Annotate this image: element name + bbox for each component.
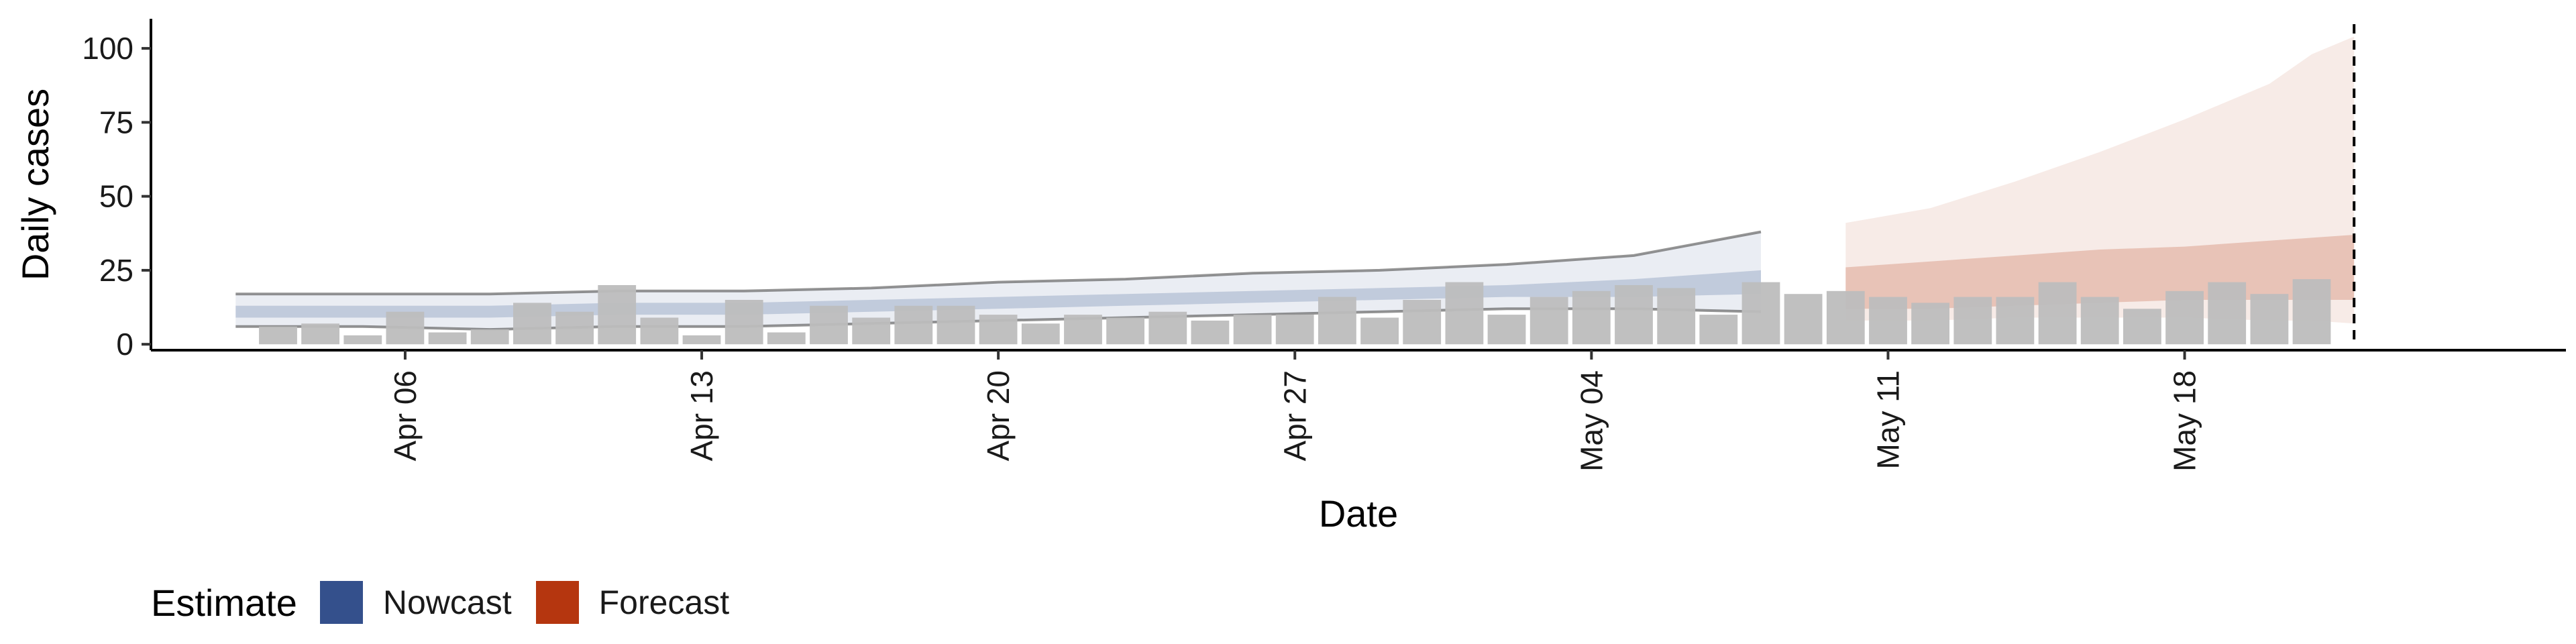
x-tick-label: May 04 (1574, 370, 1609, 472)
legend-item-forecast: Forecast (535, 581, 730, 624)
x-tick-label: Apr 13 (684, 370, 719, 462)
plot-area (235, 24, 2356, 345)
case-bar (2292, 279, 2331, 345)
case-bar (2250, 294, 2289, 345)
case-bar (1657, 288, 1696, 345)
x-tick-label: Apr 27 (1277, 370, 1312, 462)
legend-title: Estimate (151, 581, 297, 624)
forecast-band-90 (1845, 36, 2355, 324)
x-tick-label: May 11 (1870, 370, 1905, 469)
legend-swatch-nowcast (319, 581, 363, 624)
case-bar (682, 335, 721, 345)
x-tick-label: Apr 06 (388, 370, 423, 462)
case-bar (1148, 311, 1187, 345)
y-axis-title: Daily cases (14, 89, 56, 280)
case-bar (2080, 297, 2119, 345)
case-bar (2165, 290, 2204, 345)
case-bar (1106, 317, 1144, 345)
x-axis-title: Date (1319, 492, 1398, 535)
case-bar (724, 300, 763, 345)
estimate-bands (235, 36, 2355, 331)
case-bar (1021, 323, 1060, 345)
case-bar (1487, 315, 1526, 345)
case-bar (1233, 315, 1272, 345)
case-bar (301, 323, 339, 345)
axes: 0 25 50 75 100 Apr 06 Apr 13 Apr 20 Apr 27 May 0… (82, 19, 2566, 472)
x-axis-ticks: Apr 06 Apr 13 Apr 20 Apr 27 May 04 May 11 May … (388, 350, 2202, 472)
case-bar (1191, 320, 1230, 345)
case-bar (470, 329, 509, 345)
case-bar (2038, 282, 2077, 345)
case-bar (767, 332, 806, 345)
case-bar (1360, 317, 1399, 345)
case-bar (1699, 315, 1738, 345)
case-bar (343, 335, 382, 345)
case-bar (1826, 290, 1865, 345)
case-bar (555, 311, 594, 345)
case-bar (640, 317, 679, 345)
y-tick-label: 25 (99, 253, 133, 288)
case-bar (2123, 309, 2161, 345)
chart: 0 25 50 75 100 Apr 06 Apr 13 Apr 20 Apr 27 May 0… (14, 19, 2566, 535)
case-bar (1529, 297, 1568, 345)
observed-bars (259, 279, 2331, 345)
case-bar (936, 305, 975, 345)
case-bar (1572, 290, 1611, 345)
case-bar (513, 303, 551, 345)
case-bar (979, 315, 1018, 345)
case-bar (894, 305, 933, 345)
case-bar (1275, 315, 1314, 345)
case-bar (1911, 303, 1949, 345)
nowcast-upper-line (235, 230, 1762, 296)
case-bar (1784, 294, 1823, 345)
y-tick-label: 75 (99, 105, 133, 140)
case-bar (1996, 297, 2035, 345)
case-bar (598, 285, 637, 345)
case-bar (1403, 300, 1442, 345)
case-bar (2208, 282, 2247, 345)
case-bar (1318, 297, 1356, 345)
y-tick-label: 100 (82, 31, 133, 66)
case-bar (1869, 297, 1907, 345)
case-bar (1064, 315, 1102, 345)
x-tick-label: Apr 20 (981, 370, 1016, 462)
case-bar (1953, 297, 1992, 345)
legend-label-forecast: Forecast (598, 584, 730, 621)
case-bar (1615, 285, 1653, 345)
case-bar (386, 311, 425, 345)
legend-item-nowcast: Nowcast (319, 581, 512, 624)
case-bar (428, 332, 467, 345)
y-tick-label: 0 (116, 327, 133, 362)
y-tick-label: 50 (99, 179, 133, 214)
case-bar (852, 317, 891, 345)
x-tick-label: May 18 (2167, 370, 2202, 472)
case-bar (259, 326, 297, 345)
case-bar (1741, 282, 1780, 345)
legend-label-nowcast: Nowcast (382, 584, 512, 621)
case-bar (810, 305, 848, 345)
case-bar (1445, 282, 1484, 345)
legend-swatch-forecast (535, 581, 579, 624)
legend: Estimate Nowcast Forecast (151, 576, 753, 629)
y-axis-ticks: 0 25 50 75 100 (82, 31, 151, 362)
